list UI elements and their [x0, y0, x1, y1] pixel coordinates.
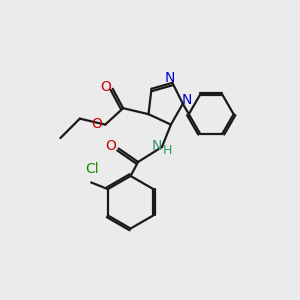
Text: N: N [181, 93, 192, 107]
Text: H: H [163, 144, 172, 157]
Text: O: O [106, 139, 117, 152]
Text: O: O [92, 117, 102, 131]
Text: N: N [152, 140, 162, 153]
Text: O: O [100, 80, 111, 94]
Text: N: N [164, 71, 175, 85]
Text: Cl: Cl [85, 162, 99, 176]
